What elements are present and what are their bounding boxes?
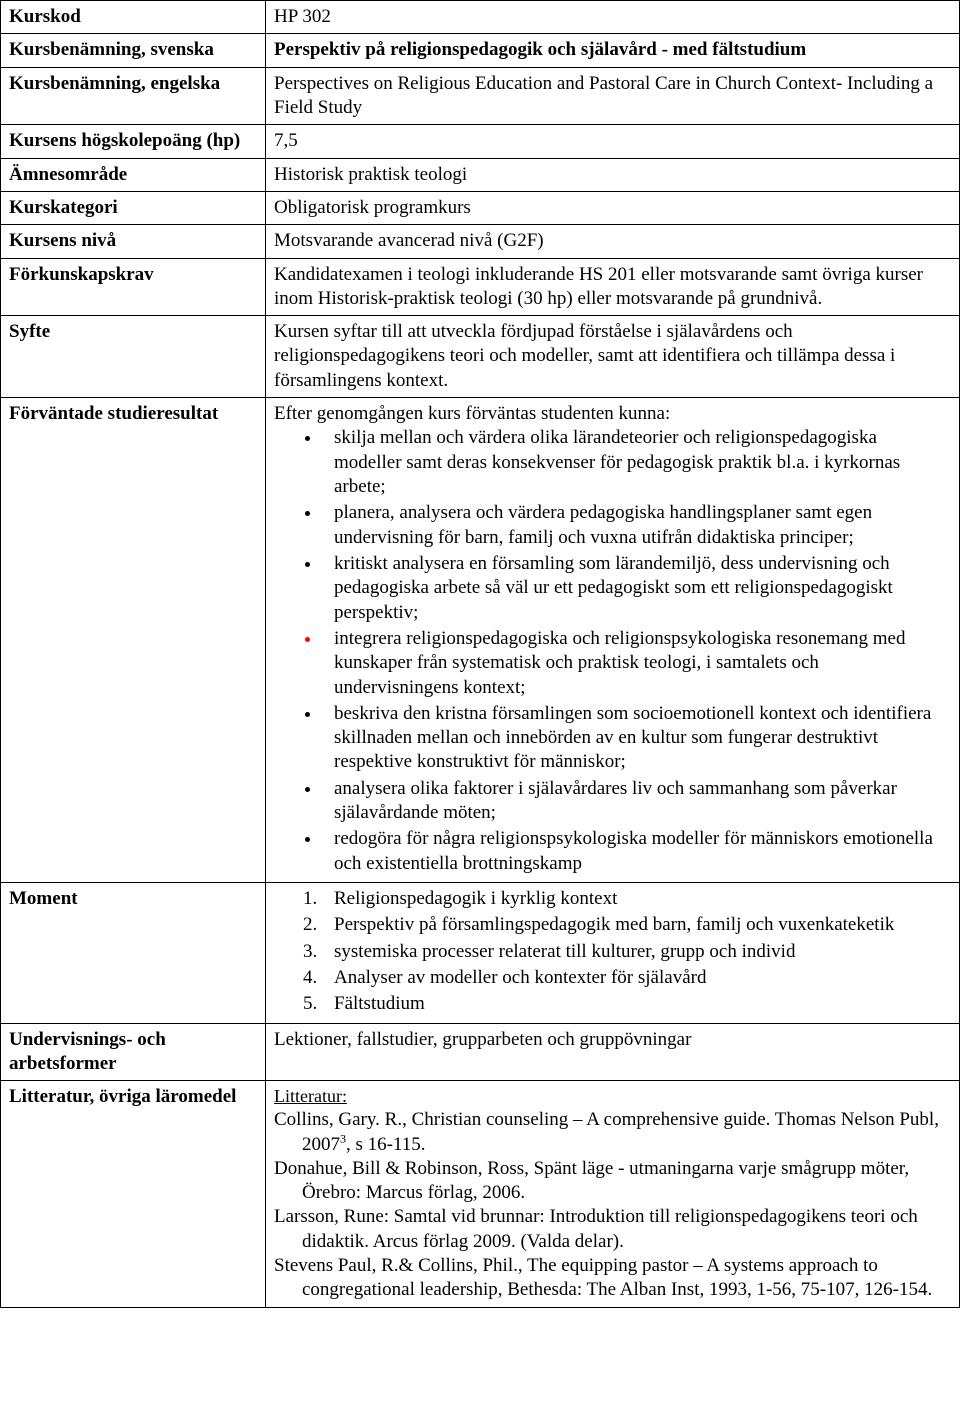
value-category: Obligatorisk programkurs: [266, 191, 960, 224]
outcome-item: planera, analysera och värdera pedagogis…: [322, 501, 945, 550]
row-forms: Undervisnings- och arbetsformer Lektione…: [1, 1023, 960, 1081]
label-forms: Undervisnings- och arbetsformer: [1, 1023, 266, 1081]
moment-item: Religionspedagogik i kyrklig kontext: [322, 887, 945, 911]
row-subject: Ämnesområde Historisk praktisk teologi: [1, 158, 960, 191]
outcome-item: skilja mellan och värdera olika lärandet…: [322, 426, 945, 499]
label-name-en: Kursbenämning, engelska: [1, 67, 266, 125]
outcome-item: beskriva den kristna församlingen som so…: [322, 702, 945, 775]
value-literature: Litteratur: Collins, Gary. R., Christian…: [266, 1081, 960, 1308]
label-category: Kurskategori: [1, 191, 266, 224]
label-subject: Ämnesområde: [1, 158, 266, 191]
value-name-en: Perspectives on Religious Education and …: [266, 67, 960, 125]
row-outcomes: Förväntade studieresultat Efter genomgån…: [1, 398, 960, 883]
moment-item: Perspektiv på församlingspedagogik med b…: [322, 913, 945, 937]
label-level: Kursens nivå: [1, 225, 266, 258]
row-name-sv: Kursbenämning, svenska Perspektiv på rel…: [1, 34, 960, 67]
outcomes-intro: Efter genomgången kurs förväntas student…: [274, 402, 951, 426]
label-name-sv: Kursbenämning, svenska: [1, 34, 266, 67]
lit1-b: , s 16-115.: [346, 1134, 426, 1155]
row-kurskod: Kurskod HP 302: [1, 1, 960, 34]
row-level: Kursens nivå Motsvarande avancerad nivå …: [1, 225, 960, 258]
literature-entry-1: Collins, Gary. R., Christian counseling …: [302, 1108, 951, 1157]
value-hp: 7,5: [266, 125, 960, 158]
moment-item: Fältstudium: [322, 992, 945, 1016]
label-outcomes: Förväntade studieresultat: [1, 398, 266, 883]
label-prereq: Förkunskapskrav: [1, 258, 266, 316]
row-hp: Kursens högskolepoäng (hp) 7,5: [1, 125, 960, 158]
value-forms: Lektioner, fallstudier, grupparbeten och…: [266, 1023, 960, 1081]
outcome-item: kritiskt analysera en församling som lär…: [322, 552, 945, 625]
moment-item: systemiska processer relaterat till kult…: [322, 940, 945, 964]
course-syllabus-table: Kurskod HP 302 Kursbenämning, svenska Pe…: [0, 0, 960, 1308]
row-category: Kurskategori Obligatorisk programkurs: [1, 191, 960, 224]
value-moment: Religionspedagogik i kyrklig kontextPers…: [266, 883, 960, 1024]
value-prereq: Kandidatexamen i teologi inkluderande HS…: [266, 258, 960, 316]
literature-heading: Litteratur:: [274, 1085, 951, 1108]
label-hp: Kursens högskolepoäng (hp): [1, 125, 266, 158]
literature-entry-4: Stevens Paul, R.& Collins, Phil., The eq…: [302, 1254, 951, 1303]
value-purpose: Kursen syftar till att utveckla fördjupa…: [266, 316, 960, 398]
outcome-item: analysera olika faktorer i själavårdares…: [322, 777, 945, 826]
label-moment: Moment: [1, 883, 266, 1024]
row-literature: Litteratur, övriga läromedel Litteratur:…: [1, 1081, 960, 1308]
row-name-en: Kursbenämning, engelska Perspectives on …: [1, 67, 960, 125]
literature-entry-3: Larsson, Rune: Samtal vid brunnar: Intro…: [302, 1205, 951, 1254]
row-purpose: Syfte Kursen syftar till att utveckla fö…: [1, 316, 960, 398]
literature-entry-2: Donahue, Bill & Robinson, Ross, Spänt lä…: [302, 1157, 951, 1206]
outcomes-list: skilja mellan och värdera olika lärandet…: [316, 426, 951, 876]
row-moment: Moment Religionspedagogik i kyrklig kont…: [1, 883, 960, 1024]
value-name-sv: Perspektiv på religionspedagogik och sjä…: [266, 34, 960, 67]
value-subject: Historisk praktisk teologi: [266, 158, 960, 191]
label-purpose: Syfte: [1, 316, 266, 398]
value-level: Motsvarande avancerad nivå (G2F): [266, 225, 960, 258]
outcome-item: redogöra för några religionspsykologiska…: [322, 827, 945, 876]
moment-item: Analyser av modeller och kontexter för s…: [322, 966, 945, 990]
row-prereq: Förkunskapskrav Kandidatexamen i teologi…: [1, 258, 960, 316]
outcome-item: integrera religionspedagogiska och relig…: [322, 627, 945, 700]
value-kurskod: HP 302: [266, 1, 960, 34]
label-literature: Litteratur, övriga läromedel: [1, 1081, 266, 1308]
value-outcomes: Efter genomgången kurs förväntas student…: [266, 398, 960, 883]
moment-list: Religionspedagogik i kyrklig kontextPers…: [316, 887, 951, 1017]
label-kurskod: Kurskod: [1, 1, 266, 34]
